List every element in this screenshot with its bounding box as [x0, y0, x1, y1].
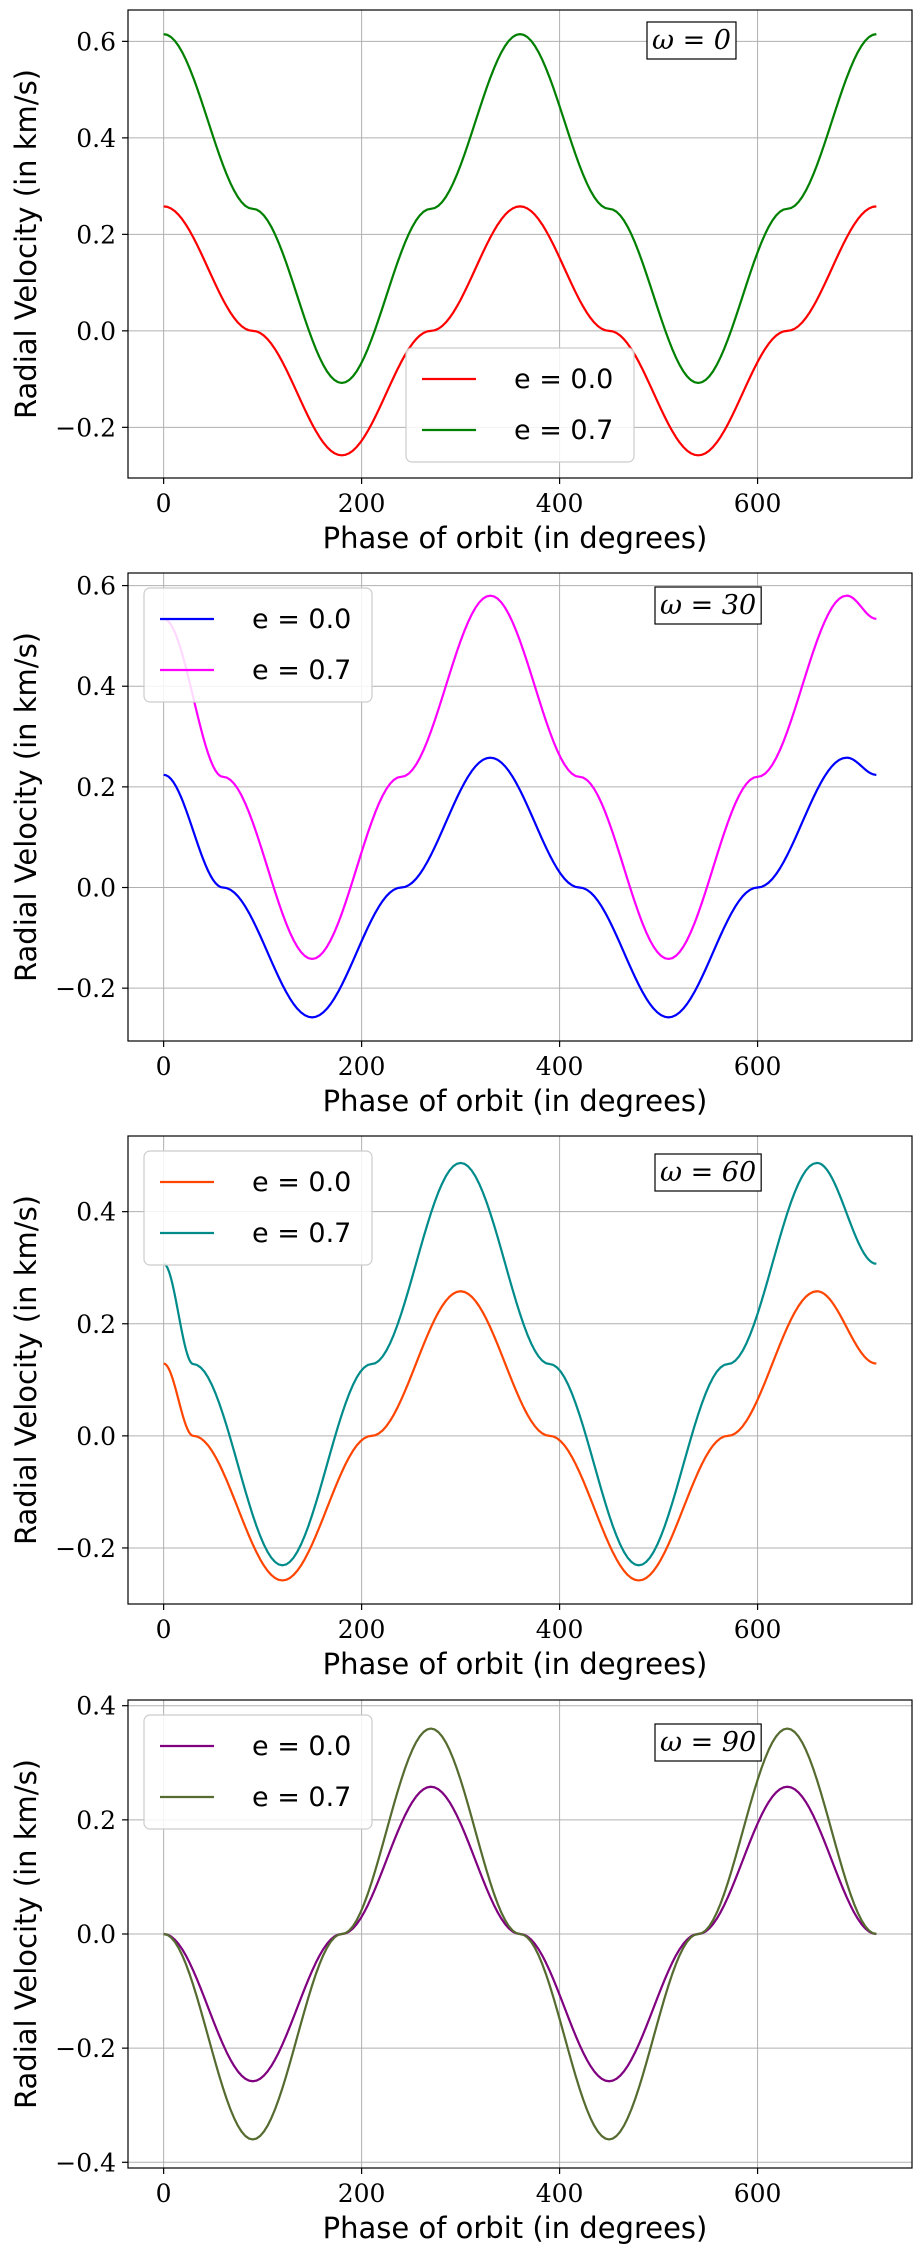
- y-tick-label: 0.4: [76, 1692, 116, 1721]
- annotation-box: [654, 586, 762, 625]
- x-tick-label: 400: [536, 1615, 584, 1644]
- x-tick-label: 0: [156, 2179, 172, 2208]
- y-tick-label: 0.2: [76, 1806, 116, 1835]
- annotation-box: [646, 21, 737, 60]
- legend-label-1: e = 0.0: [252, 604, 351, 635]
- y-tick-label: −0.2: [55, 974, 116, 1003]
- y-tick-label: 0.0: [76, 1422, 116, 1451]
- y-tick-label: 0.0: [76, 1920, 116, 1949]
- legend-label-1: e = 0.0: [252, 1731, 351, 1762]
- legend-label-2: e = 0.7: [252, 1782, 351, 1813]
- y-tick-label: 0.2: [76, 773, 116, 802]
- x-tick-label: 600: [734, 489, 782, 518]
- y-tick-label: 0.2: [76, 1310, 116, 1339]
- series-line-2: [163, 1727, 877, 2141]
- y-tick-label: 0.4: [76, 672, 116, 701]
- legend-label-2: e = 0.7: [252, 655, 351, 686]
- y-axis-label: Radial Velocity (in km/s): [9, 1759, 43, 2109]
- x-tick-label: 400: [536, 2179, 584, 2208]
- x-axis-label: Phase of orbit (in degrees): [323, 1647, 708, 1681]
- annotation-box: [654, 1153, 762, 1192]
- omega-annotation: ω = 30: [660, 590, 756, 621]
- legend-box: [405, 347, 635, 463]
- legend-box: [143, 1714, 373, 1830]
- y-axis-label: Radial Velocity (in km/s): [9, 632, 43, 982]
- x-axis-label: Phase of orbit (in degrees): [323, 521, 708, 555]
- series-line-1: [163, 1290, 877, 1582]
- chart-panel-2: 0 200 400 600 −0.2 0.0 0.2 0.4 0.6 Phase of orbit…: [9, 572, 913, 1118]
- x-tick-label: 600: [734, 2179, 782, 2208]
- series-line-2: [163, 1161, 877, 1567]
- legend-label-2: e = 0.7: [514, 415, 613, 446]
- legend-label-1: e = 0.0: [252, 1167, 351, 1198]
- y-tick-label: 0.0: [76, 874, 116, 903]
- x-tick-label: 200: [338, 489, 386, 518]
- x-tick-label: 400: [536, 1052, 584, 1081]
- legend-label-2: e = 0.7: [252, 1218, 351, 1249]
- y-tick-label: −0.2: [55, 413, 116, 442]
- y-tick-label: 0.6: [76, 572, 116, 601]
- x-tick-label: 200: [338, 2179, 386, 2208]
- series-line-1: [163, 756, 877, 1019]
- omega-annotation: ω = 60: [660, 1157, 756, 1188]
- plot-frame: [127, 1135, 913, 1605]
- y-tick-label: 0.6: [76, 27, 116, 56]
- omega-annotation: ω = 0: [652, 25, 731, 56]
- x-tick-label: 600: [734, 1615, 782, 1644]
- y-axis-label: Radial Velocity (in km/s): [9, 1195, 43, 1545]
- legend-box: [143, 587, 373, 703]
- y-tick-label: 0.4: [76, 1198, 116, 1227]
- x-tick-label: 0: [156, 489, 172, 518]
- y-axis-label: Radial Velocity (in km/s): [9, 69, 43, 419]
- chart-panel-4: 0 200 400 600 −0.4 −0.2 0.0 0.2 0.4 Phase of orbi…: [9, 1692, 913, 2245]
- chart-panel-1: 0 200 400 600 −0.2 0.0 0.2 0.4 0.6 Phase of orbit…: [9, 9, 913, 555]
- y-tick-label: −0.4: [55, 2148, 116, 2177]
- omega-annotation: ω = 90: [660, 1727, 756, 1758]
- chart-panel-3: 0 200 400 600 −0.2 0.0 0.2 0.4 Phase of orbit (i…: [9, 1135, 913, 1681]
- x-tick-label: 400: [536, 489, 584, 518]
- x-tick-label: 0: [156, 1052, 172, 1081]
- x-tick-label: 200: [338, 1052, 386, 1081]
- y-tick-label: 0.2: [76, 220, 116, 249]
- x-axis-label: Phase of orbit (in degrees): [323, 1084, 708, 1118]
- plot-frame: [127, 9, 913, 479]
- annotation-box: [654, 1723, 762, 1762]
- series-line-1: [163, 205, 877, 457]
- x-tick-label: 200: [338, 1615, 386, 1644]
- series-line-2: [163, 33, 877, 385]
- legend-box: [143, 1150, 373, 1266]
- plot-frame: [127, 572, 913, 1042]
- y-tick-label: −0.2: [55, 1534, 116, 1563]
- y-tick-label: 0.0: [76, 317, 116, 346]
- x-axis-label: Phase of orbit (in degrees): [323, 2211, 708, 2245]
- series-line-2: [163, 594, 877, 961]
- x-tick-label: 0: [156, 1615, 172, 1644]
- x-tick-label: 600: [734, 1052, 782, 1081]
- y-tick-label: −0.2: [55, 2034, 116, 2063]
- legend-label-1: e = 0.0: [514, 364, 613, 395]
- y-tick-label: 0.4: [76, 124, 116, 153]
